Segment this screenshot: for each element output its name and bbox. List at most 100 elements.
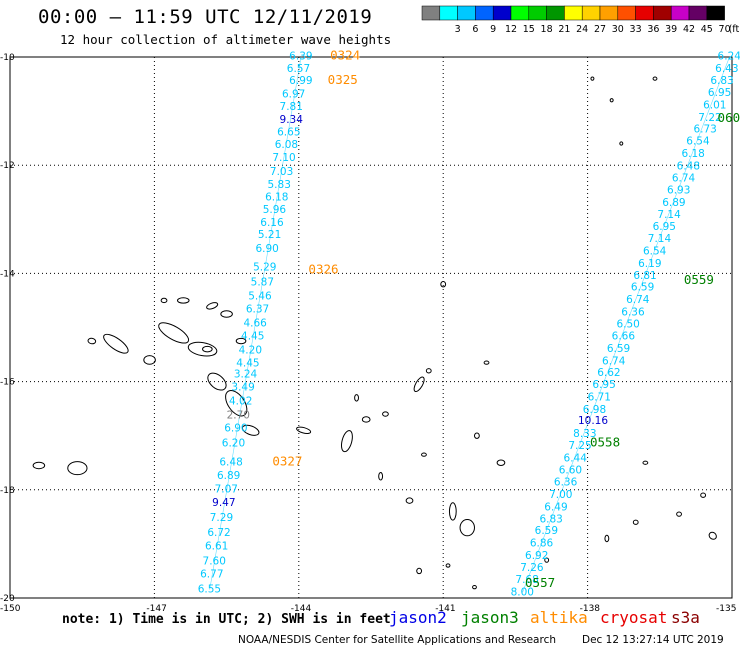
island-outline: [177, 297, 190, 304]
wave-height-label: 6.36: [621, 307, 645, 319]
wave-height-label: 6.16: [260, 217, 284, 229]
wave-height-label: 6.83: [710, 75, 733, 87]
wave-height-label: 10.16: [578, 415, 608, 427]
wave-height-label: 6.99: [289, 75, 312, 87]
island-outlines: [32, 76, 717, 590]
wave-height-label: 6.74: [672, 172, 696, 184]
legend-swatch: [546, 5, 565, 21]
legend-swatch: [670, 5, 690, 21]
wave-height-label: 6.54: [643, 245, 667, 257]
island-outline: [413, 376, 425, 393]
legend-label: 15: [523, 24, 535, 35]
lon-tick-label: -135: [716, 604, 736, 614]
wave-height-label: 6.89: [662, 197, 685, 209]
wave-height-label: 4.45: [241, 330, 264, 342]
legend-swatch: [617, 5, 636, 21]
island-outline: [590, 76, 595, 81]
wave-height-label: 6.62: [597, 367, 620, 379]
wave-height-label: 5.46: [248, 290, 272, 302]
wave-height-label: 6.83: [539, 513, 562, 525]
legend-label: 39: [665, 24, 677, 35]
island-outline: [241, 424, 260, 436]
wave-height-label: 6.61: [205, 540, 228, 552]
satellite-legend-jason3: jason3: [461, 608, 519, 627]
wave-height-label: 7.10: [272, 152, 295, 164]
wave-height-label: 6.97: [282, 89, 305, 101]
wave-height-label: 8.33: [573, 428, 596, 440]
wave-height-label: 4.45: [236, 357, 259, 369]
wave-height-label: 7.60: [203, 555, 226, 567]
legend-label: 36: [647, 24, 659, 35]
legend-swatch: [653, 5, 672, 21]
island-outline: [700, 492, 707, 498]
wave-height-label: 6.66: [612, 330, 636, 342]
lon-tick-label: -147: [146, 604, 166, 614]
island-outline: [642, 460, 649, 465]
legend-swatch: [421, 5, 441, 21]
wave-height-label: 7.26: [520, 562, 544, 574]
island-outline: [187, 341, 218, 357]
island-outline: [341, 430, 353, 453]
wave-height-label: 6.19: [638, 258, 661, 270]
wave-height-label: 6.20: [222, 438, 245, 450]
wave-height-label: 6.90: [255, 243, 278, 255]
wave-height-label: 6.24: [718, 51, 740, 63]
island-outline: [448, 502, 457, 521]
time-label: 0558: [590, 435, 620, 450]
footer-note: note: 1) Time is in UTC; 2) SWH is in fe…: [62, 612, 391, 627]
wave-height-label: 6.59: [535, 525, 558, 537]
island-outline: [425, 368, 432, 374]
island-outline: [483, 360, 490, 365]
axis-labels: -10 -12 -14 -16 -18 -20-150 -147 -144 -141 -138 -1…: [0, 53, 736, 614]
island-outline: [202, 345, 213, 353]
time-label: 0324: [330, 48, 360, 63]
legend-unit: (ft): [729, 24, 740, 35]
island-outline: [440, 281, 447, 288]
legend-label: 3: [455, 24, 461, 35]
wave-height-label: 6.90: [224, 422, 247, 434]
wave-height-label: 6.92: [525, 550, 548, 562]
legend-label: 30: [612, 24, 624, 35]
island-outline: [296, 426, 312, 435]
legend-swatch: [528, 5, 547, 21]
island-outline: [32, 461, 46, 470]
track-jason3: 6.246.436.836.956.017.226.736.546.186.48…: [511, 51, 740, 599]
satellite-legend-jason2: jason2: [389, 608, 447, 627]
wave-height-label: 4.20: [239, 344, 262, 356]
track-line: [522, 56, 730, 593]
wave-height-label: 6.39: [289, 51, 312, 63]
wave-height-label: 4.66: [243, 317, 267, 329]
legend-label: 27: [594, 24, 606, 35]
satellite-legend-cryosat: cryosat: [600, 608, 668, 627]
track-line: [209, 56, 302, 590]
satellite-tracks: 6.396.576.99 6.977.819.346.656.087.10 7.03…: [198, 48, 740, 599]
legend-swatch: [688, 5, 708, 21]
wave-height-label: 6.48: [219, 456, 242, 468]
legend-label: 12: [505, 24, 517, 35]
island-outline: [207, 372, 227, 391]
wave-height-label: 6.43: [715, 63, 738, 75]
wave-height-label: 6.95: [653, 221, 676, 233]
credit-line: NOAA/NESDIS Center for Satellite Applica…: [238, 634, 556, 646]
time-label: 0327: [272, 453, 302, 468]
lon-tick-label: -144: [291, 604, 312, 614]
wave-height-label: 7.14: [657, 209, 681, 221]
satellite-legend-s3a: s3a: [671, 608, 700, 627]
wave-height-label: 6.18: [265, 191, 288, 203]
wave-height-label: 6.55: [198, 584, 221, 596]
time-label: 0325: [328, 72, 358, 87]
island-outline: [676, 511, 682, 517]
wave-height-label: 7.22: [698, 112, 721, 124]
island-outline: [361, 416, 371, 423]
wave-height-label: 6.49: [544, 501, 567, 513]
island-outline: [619, 141, 624, 146]
wave-height-label: 6.60: [559, 465, 582, 477]
lat-tick-label: -14: [0, 269, 15, 279]
island-outline: [459, 519, 475, 537]
island-outline: [206, 302, 219, 310]
legend-label: 33: [630, 24, 642, 35]
wave-height-label: 6.74: [602, 355, 626, 367]
wave-height-label: 6.44: [564, 453, 588, 465]
lat-tick-label: -12: [0, 161, 15, 171]
